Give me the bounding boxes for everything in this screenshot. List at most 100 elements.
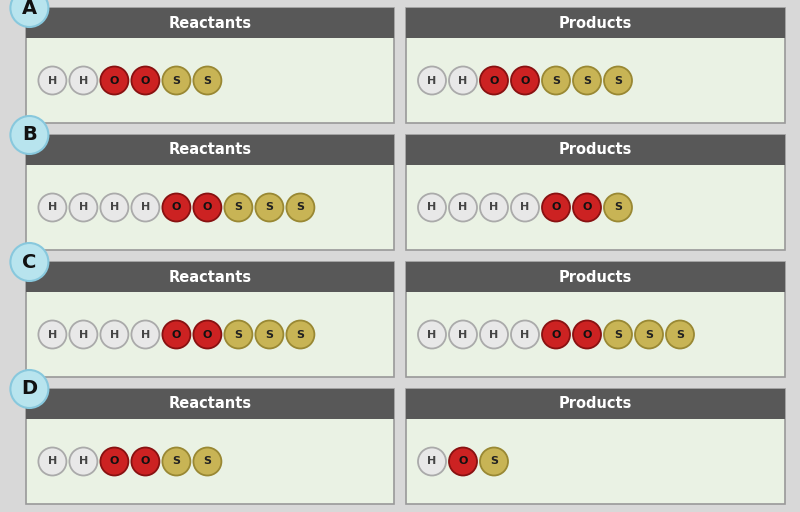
Circle shape <box>10 243 49 281</box>
Circle shape <box>70 67 98 95</box>
Circle shape <box>194 67 222 95</box>
Circle shape <box>666 321 694 349</box>
Text: Reactants: Reactants <box>169 142 252 158</box>
Circle shape <box>194 447 222 476</box>
Text: C: C <box>22 252 37 271</box>
Text: H: H <box>48 457 57 466</box>
Circle shape <box>131 321 159 349</box>
Circle shape <box>162 447 190 476</box>
Text: O: O <box>551 330 561 339</box>
Circle shape <box>224 194 253 222</box>
Bar <box>26 135 394 165</box>
Text: Products: Products <box>559 142 632 158</box>
Bar <box>26 8 394 38</box>
Text: S: S <box>583 75 591 86</box>
Bar <box>406 8 785 123</box>
Text: H: H <box>427 457 437 466</box>
Text: O: O <box>141 75 150 86</box>
Circle shape <box>418 194 446 222</box>
Bar <box>406 135 785 165</box>
Text: O: O <box>172 203 181 212</box>
Bar <box>26 135 394 250</box>
Text: H: H <box>48 75 57 86</box>
Bar <box>26 262 394 292</box>
Text: S: S <box>296 203 304 212</box>
Circle shape <box>480 321 508 349</box>
Circle shape <box>70 194 98 222</box>
Circle shape <box>480 447 508 476</box>
Circle shape <box>70 321 98 349</box>
Text: Products: Products <box>559 269 632 285</box>
Circle shape <box>131 447 159 476</box>
Text: O: O <box>202 203 212 212</box>
Circle shape <box>542 67 570 95</box>
Circle shape <box>449 447 477 476</box>
Circle shape <box>255 321 283 349</box>
Circle shape <box>635 321 663 349</box>
Circle shape <box>286 321 314 349</box>
Text: H: H <box>141 203 150 212</box>
Circle shape <box>10 116 49 154</box>
Text: H: H <box>141 330 150 339</box>
Circle shape <box>480 194 508 222</box>
Text: O: O <box>458 457 468 466</box>
Text: D: D <box>22 379 38 398</box>
Circle shape <box>194 194 222 222</box>
Circle shape <box>162 321 190 349</box>
Bar <box>406 135 785 250</box>
Text: H: H <box>110 203 119 212</box>
Circle shape <box>511 194 539 222</box>
Bar <box>406 262 785 292</box>
Circle shape <box>604 194 632 222</box>
Circle shape <box>131 194 159 222</box>
Text: S: S <box>645 330 653 339</box>
Text: H: H <box>427 75 437 86</box>
Bar <box>406 389 785 504</box>
Circle shape <box>101 67 128 95</box>
Text: H: H <box>78 330 88 339</box>
Circle shape <box>511 67 539 95</box>
Circle shape <box>480 67 508 95</box>
Circle shape <box>38 447 66 476</box>
Text: H: H <box>48 330 57 339</box>
Circle shape <box>224 321 253 349</box>
Text: H: H <box>78 457 88 466</box>
Text: S: S <box>614 203 622 212</box>
Bar <box>26 389 394 504</box>
Bar <box>406 8 785 38</box>
Text: O: O <box>582 203 592 212</box>
Circle shape <box>449 194 477 222</box>
Text: H: H <box>78 203 88 212</box>
Text: S: S <box>266 330 274 339</box>
Text: O: O <box>582 330 592 339</box>
Text: O: O <box>551 203 561 212</box>
Text: O: O <box>110 75 119 86</box>
Text: O: O <box>172 330 181 339</box>
Circle shape <box>573 67 601 95</box>
Circle shape <box>38 321 66 349</box>
Text: S: S <box>614 330 622 339</box>
Text: S: S <box>490 457 498 466</box>
Text: H: H <box>458 203 468 212</box>
Circle shape <box>131 67 159 95</box>
Circle shape <box>38 194 66 222</box>
Text: S: S <box>614 75 622 86</box>
Text: Reactants: Reactants <box>169 15 252 31</box>
Text: H: H <box>78 75 88 86</box>
Circle shape <box>38 67 66 95</box>
Text: S: S <box>203 75 211 86</box>
Circle shape <box>10 370 49 408</box>
Text: O: O <box>202 330 212 339</box>
Text: Reactants: Reactants <box>169 396 252 412</box>
Text: O: O <box>141 457 150 466</box>
Text: H: H <box>427 330 437 339</box>
Text: S: S <box>296 330 304 339</box>
Text: S: S <box>203 457 211 466</box>
Circle shape <box>10 0 49 27</box>
Circle shape <box>573 321 601 349</box>
Text: H: H <box>490 330 498 339</box>
Bar <box>406 389 785 419</box>
Circle shape <box>101 321 128 349</box>
Text: S: S <box>234 203 242 212</box>
Text: H: H <box>490 203 498 212</box>
